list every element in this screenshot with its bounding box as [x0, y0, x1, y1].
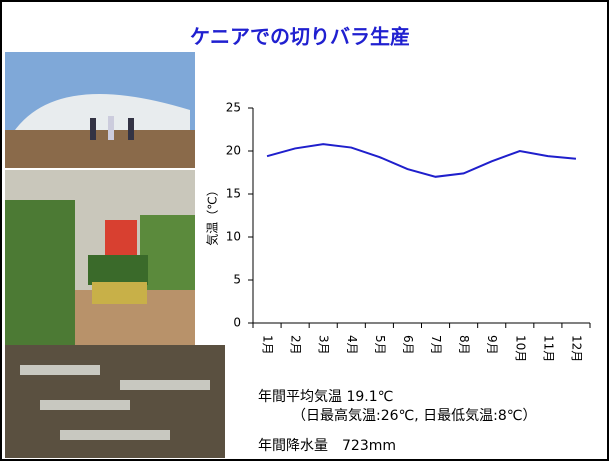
y-tick-label: 0 [233, 316, 241, 330]
x-tick-label: 5月 [373, 335, 387, 355]
x-tick-label: 6月 [401, 335, 415, 355]
slide-title: ケニアでの切りバラ生産 [190, 25, 410, 49]
line [266, 143, 577, 178]
photo-packing-house [5, 345, 225, 458]
y-axis-label: 気温（℃） [205, 184, 220, 245]
y-tick-label: 5 [233, 273, 241, 287]
x-tick-label: 1月 [261, 335, 275, 355]
photo-rose-field [5, 170, 195, 345]
y-tick-label: 25 [226, 101, 241, 115]
annotation: （日最高気温:26℃, 日最低気温:8℃） [292, 407, 537, 424]
y-tick-label: 10 [226, 230, 241, 244]
y-tick-label: 15 [226, 187, 241, 201]
annotation: 年間平均気温 19.1℃ [258, 389, 393, 405]
x-tick-label: 2月 [289, 335, 303, 355]
x-tick-label: 7月 [429, 335, 443, 355]
x-tick-label: 9月 [485, 335, 499, 355]
photo-greenhouse [5, 52, 195, 168]
x-tick-label: 8月 [457, 335, 471, 355]
x-tick-label: 3月 [317, 335, 331, 355]
x-tick-label: 11月 [541, 335, 555, 362]
x-tick-label: 12月 [569, 335, 583, 362]
y-tick-label: 20 [226, 144, 241, 158]
annotation: 年間降水量 723mm [258, 438, 396, 454]
x-tick-label: 4月 [345, 335, 359, 355]
x-tick-label: 10月 [513, 335, 527, 362]
